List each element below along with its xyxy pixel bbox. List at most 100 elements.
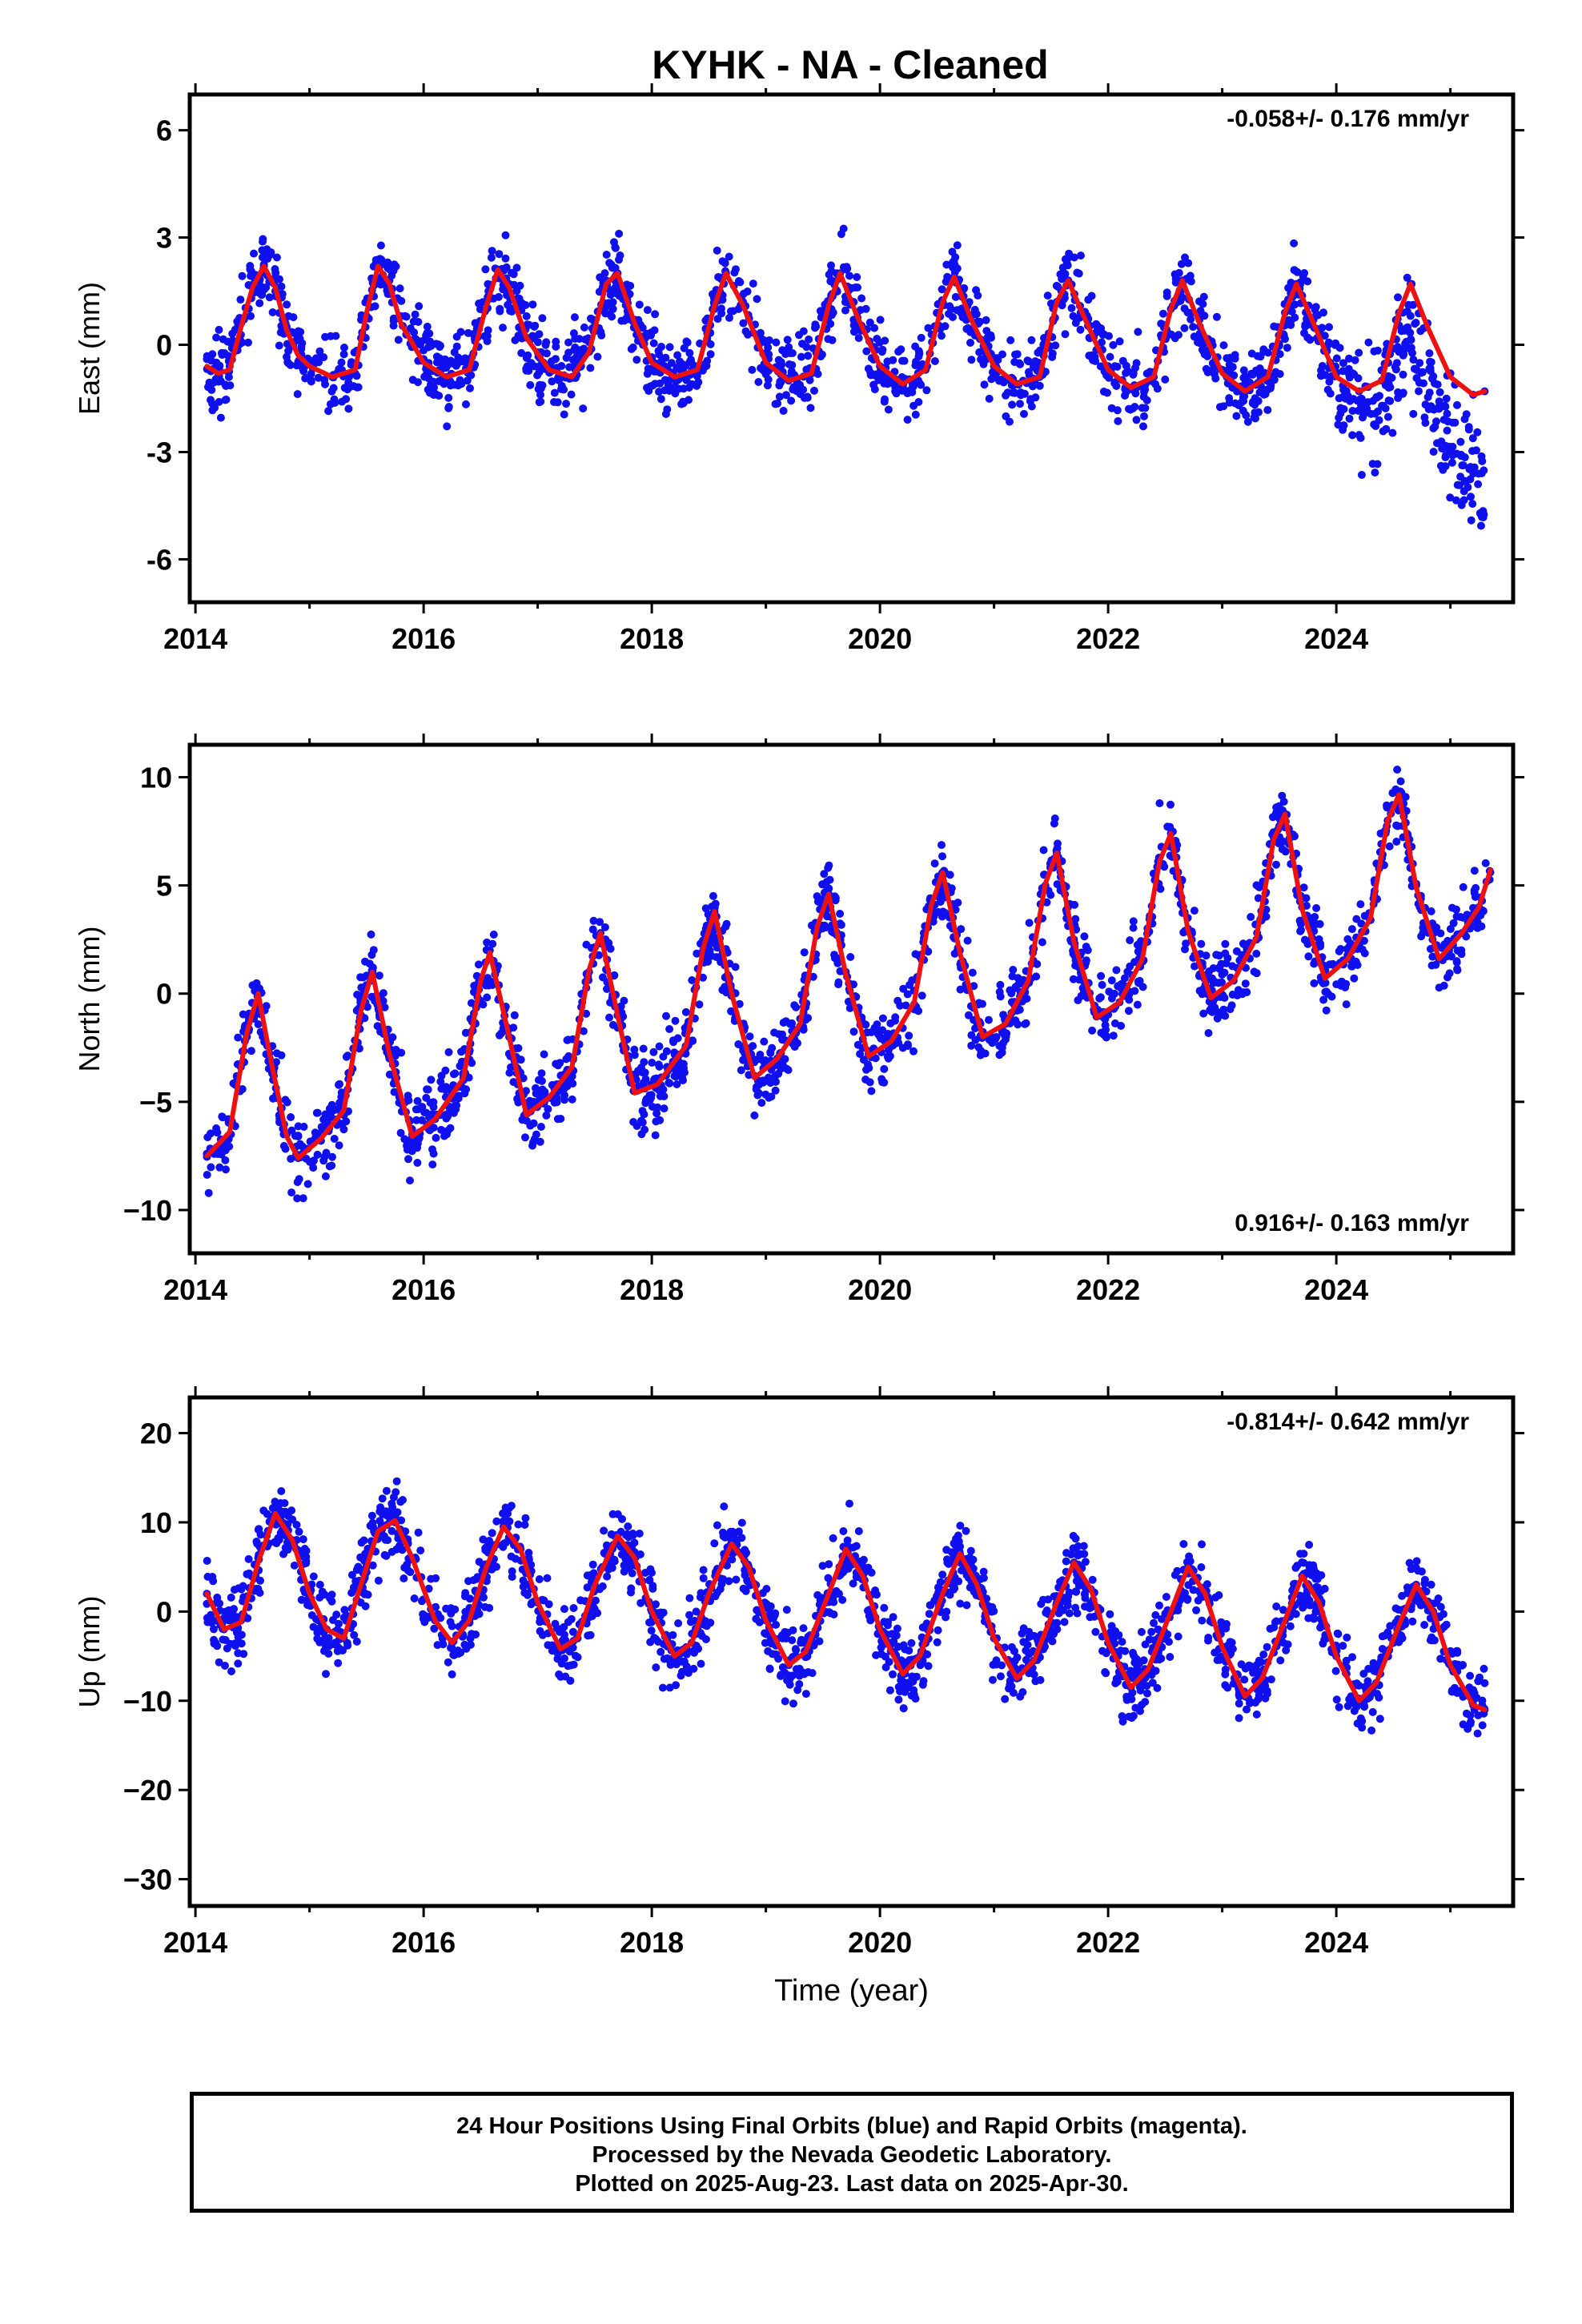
- data-point: [564, 1035, 572, 1044]
- data-point: [764, 1073, 773, 1082]
- data-point: [1364, 338, 1373, 347]
- data-point: [627, 344, 636, 353]
- data-point: [924, 1662, 933, 1671]
- data-point: [899, 984, 908, 993]
- data-point: [1216, 993, 1225, 1001]
- data-point: [818, 880, 827, 889]
- data-point: [426, 337, 435, 346]
- data-point: [467, 371, 476, 380]
- data-point: [283, 300, 291, 309]
- data-point: [287, 1126, 296, 1135]
- data-point: [1407, 336, 1415, 344]
- data-point: [542, 1111, 551, 1120]
- data-point: [1310, 959, 1319, 968]
- data-point: [542, 349, 551, 358]
- data-point: [1077, 991, 1086, 1000]
- data-point: [1206, 1006, 1215, 1015]
- data-point: [699, 1566, 708, 1574]
- data-point: [303, 1180, 312, 1188]
- data-point: [1082, 956, 1090, 965]
- data-point: [544, 1104, 552, 1113]
- data-point: [250, 249, 258, 258]
- data-point: [643, 306, 652, 315]
- data-point: [1442, 394, 1451, 403]
- data-point: [570, 313, 579, 322]
- data-point: [387, 271, 396, 280]
- data-point: [413, 1159, 422, 1167]
- data-point: [400, 1135, 409, 1144]
- data-point: [340, 344, 348, 352]
- data-point: [1128, 1688, 1137, 1697]
- data-point: [535, 1575, 544, 1583]
- data-point: [967, 1031, 976, 1039]
- data-point: [938, 852, 946, 861]
- data-point: [1118, 1638, 1126, 1647]
- data-point: [494, 292, 503, 301]
- data-point: [650, 1075, 659, 1084]
- data-point: [869, 380, 878, 389]
- data-point: [870, 324, 879, 332]
- data-point: [272, 253, 281, 262]
- data-point: [254, 1020, 263, 1028]
- data-point: [823, 912, 832, 921]
- x-tick-label: 2016: [391, 622, 456, 655]
- data-point: [327, 1112, 335, 1121]
- data-point: [335, 1080, 343, 1088]
- data-point: [367, 951, 376, 959]
- data-point: [1180, 324, 1189, 332]
- data-point: [1048, 352, 1057, 361]
- data-point: [222, 396, 231, 404]
- data-point: [880, 397, 889, 406]
- data-point: [225, 1142, 234, 1151]
- data-point: [662, 1047, 671, 1055]
- data-point: [861, 304, 870, 313]
- data-point: [827, 261, 835, 270]
- data-point: [830, 951, 838, 959]
- data-point: [600, 269, 609, 278]
- data-point: [1357, 471, 1366, 479]
- data-point: [287, 1188, 296, 1197]
- data-point: [1275, 839, 1283, 848]
- data-point: [1192, 1606, 1201, 1614]
- data-point: [899, 1704, 908, 1713]
- data-point: [1232, 412, 1241, 420]
- data-point: [540, 1050, 548, 1059]
- data-point: [655, 350, 664, 359]
- data-point: [277, 1487, 286, 1495]
- data-point: [1310, 979, 1319, 987]
- data-point: [900, 356, 909, 365]
- data-point: [1406, 312, 1415, 320]
- data-point: [562, 1055, 571, 1063]
- data-point: [1069, 312, 1078, 320]
- data-point: [929, 917, 938, 926]
- data-point: [699, 973, 707, 982]
- data-point: [1304, 952, 1313, 961]
- data-point: [602, 251, 611, 259]
- data-point: [825, 875, 834, 884]
- data-point: [652, 1663, 661, 1672]
- data-point: [424, 1085, 432, 1094]
- data-point: [1401, 340, 1410, 348]
- data-point: [837, 230, 845, 239]
- data-point: [649, 339, 658, 348]
- data-point: [1130, 958, 1139, 967]
- data-point: [1134, 328, 1142, 336]
- data-point: [481, 265, 490, 274]
- data-point: [661, 353, 670, 362]
- data-point: [418, 1103, 427, 1112]
- data-point: [1199, 300, 1207, 308]
- data-point: [519, 1576, 528, 1585]
- data-point: [1393, 766, 1402, 774]
- data-point: [1300, 328, 1308, 337]
- data-point: [580, 344, 588, 353]
- data-point: [942, 260, 951, 269]
- data-point: [589, 916, 598, 925]
- data-point: [267, 248, 275, 257]
- data-point: [956, 985, 965, 994]
- data-point: [878, 1014, 887, 1023]
- data-point: [424, 1584, 433, 1593]
- data-point: [388, 1033, 397, 1042]
- data-point: [442, 364, 451, 372]
- data-point: [429, 377, 438, 386]
- data-point: [526, 380, 535, 389]
